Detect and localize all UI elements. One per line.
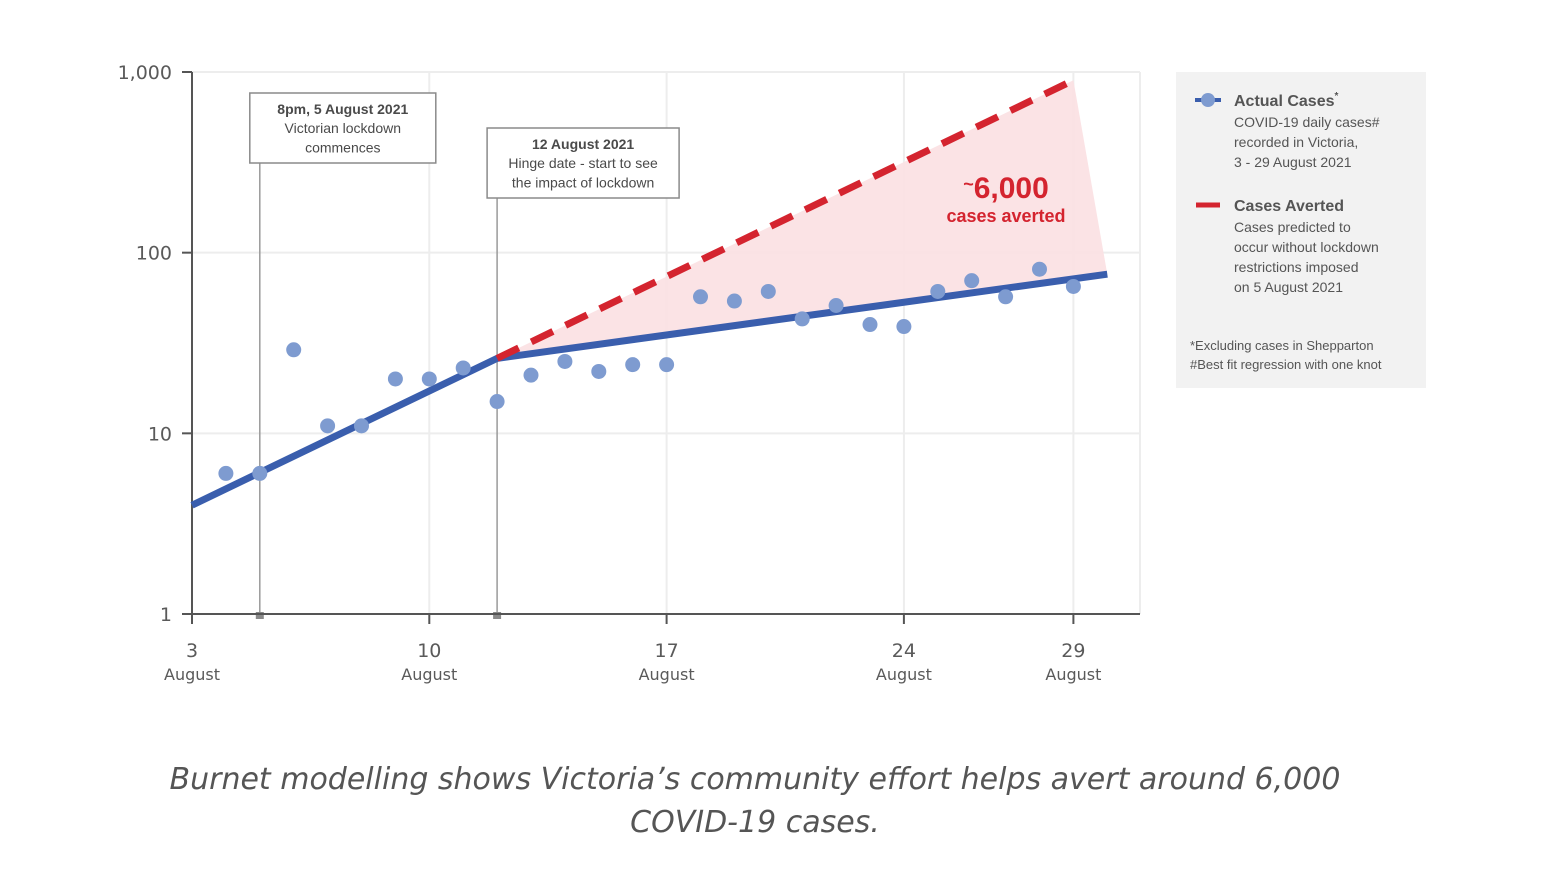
data-point (489, 394, 505, 410)
averted-area (497, 80, 1108, 359)
averted-value: ~6,000 (963, 172, 1049, 205)
data-point (760, 283, 776, 299)
data-point (557, 353, 573, 369)
annotation-text: Hinge date - start to see (508, 155, 658, 171)
x-tick-day: 3 (186, 640, 198, 662)
legend-title: Cases Averted (1234, 198, 1344, 215)
legend-note: *Excluding cases in Shepparton (1190, 338, 1374, 353)
annotation-text: commences (305, 140, 380, 156)
data-point (998, 289, 1014, 305)
chart: 1 10 100 1,000 3 August 10 August 17 August 24 Augu… (118, 62, 1426, 684)
legend-text: occur without lockdown (1234, 239, 1379, 255)
x-tick-month: August (1045, 665, 1101, 684)
data-point (523, 367, 539, 383)
legend-panel (1176, 72, 1426, 388)
annotation-box-frame (249, 92, 437, 164)
annotation-box: 12 August 2021 Hinge date - start to see t… (486, 127, 680, 199)
x-tick-month: August (401, 665, 457, 684)
legend-note: #Best fit regression with one knot (1190, 357, 1382, 372)
annotation-box: 8pm, 5 August 2021 Victorian lockdown comm… (249, 92, 437, 164)
data-point (421, 371, 437, 387)
annotation-box-frame (486, 127, 680, 199)
x-tick-day: 10 (417, 640, 441, 662)
data-point (455, 360, 471, 376)
data-point (659, 357, 675, 373)
data-point (387, 371, 403, 387)
x-tick-month: August (639, 665, 695, 684)
data-point (218, 465, 234, 481)
data-point (591, 363, 607, 379)
annotation-marker (255, 612, 264, 619)
annotation-lines (255, 162, 502, 619)
x-tick-day: 29 (1061, 640, 1085, 662)
caption-line-2: COVID-19 cases. (630, 805, 880, 840)
data-point (1065, 278, 1081, 294)
series-lines (190, 77, 1108, 509)
legend-text: 3 - 29 August 2021 (1234, 154, 1352, 170)
data-points (218, 261, 1081, 481)
legend-text: COVID-19 daily cases# (1234, 114, 1380, 130)
data-point (862, 317, 878, 333)
data-point (625, 357, 641, 373)
x-tick-day: 24 (892, 640, 916, 662)
legend-text: restrictions imposed (1234, 259, 1359, 275)
legend: Actual Cases* COVID-19 daily cases# record… (1176, 72, 1426, 388)
legend-dot-icon (1201, 93, 1215, 107)
y-tick-label: 1,000 (118, 62, 172, 84)
annotation-boxes: 8pm, 5 August 2021 Victorian lockdown comm… (249, 92, 680, 199)
data-point (252, 465, 268, 481)
axes: 1 10 100 1,000 3 August 10 August 17 August 24 Augu… (118, 62, 1140, 684)
legend-text: on 5 August 2021 (1234, 279, 1343, 295)
x-tick-month: August (164, 665, 220, 684)
x-tick-month: August (876, 665, 932, 684)
y-tick-label: 10 (148, 423, 172, 445)
legend-title: Actual Cases* (1234, 91, 1339, 110)
y-tick-label: 100 (136, 243, 172, 265)
y-tick-label: 1 (160, 604, 172, 626)
data-point (320, 418, 336, 434)
averted-text: cases averted (946, 206, 1065, 226)
data-point (794, 311, 810, 327)
annotation-title: 8pm, 5 August 2021 (277, 101, 408, 117)
data-point (964, 273, 980, 289)
data-point (1032, 261, 1047, 277)
data-point (726, 293, 742, 309)
annotation-marker (493, 612, 502, 619)
annotation-text: the impact of lockdown (512, 175, 654, 191)
annotation-title: 12 August 2021 (532, 136, 634, 152)
annotation-text: Victorian lockdown (285, 120, 401, 136)
caption-line-1: Burnet modelling shows Victoria’s commun… (169, 762, 1341, 797)
averted-number: 6,000 (974, 172, 1049, 205)
averted-prefix: ~ (963, 174, 974, 194)
x-tick-day: 17 (655, 640, 679, 662)
data-point (693, 289, 708, 305)
legend-text: Cases predicted to (1234, 219, 1351, 235)
data-point (930, 283, 946, 299)
data-point (896, 319, 912, 335)
data-point (354, 418, 369, 434)
shaded-region-layer (497, 80, 1108, 359)
averted-dashed-line (495, 77, 1075, 362)
data-point (286, 342, 302, 358)
legend-text: recorded in Victoria, (1234, 134, 1358, 150)
data-point (828, 297, 844, 313)
caption: Burnet modelling shows Victoria’s commun… (0, 758, 1510, 844)
legend-title-sup: * (1335, 91, 1339, 102)
